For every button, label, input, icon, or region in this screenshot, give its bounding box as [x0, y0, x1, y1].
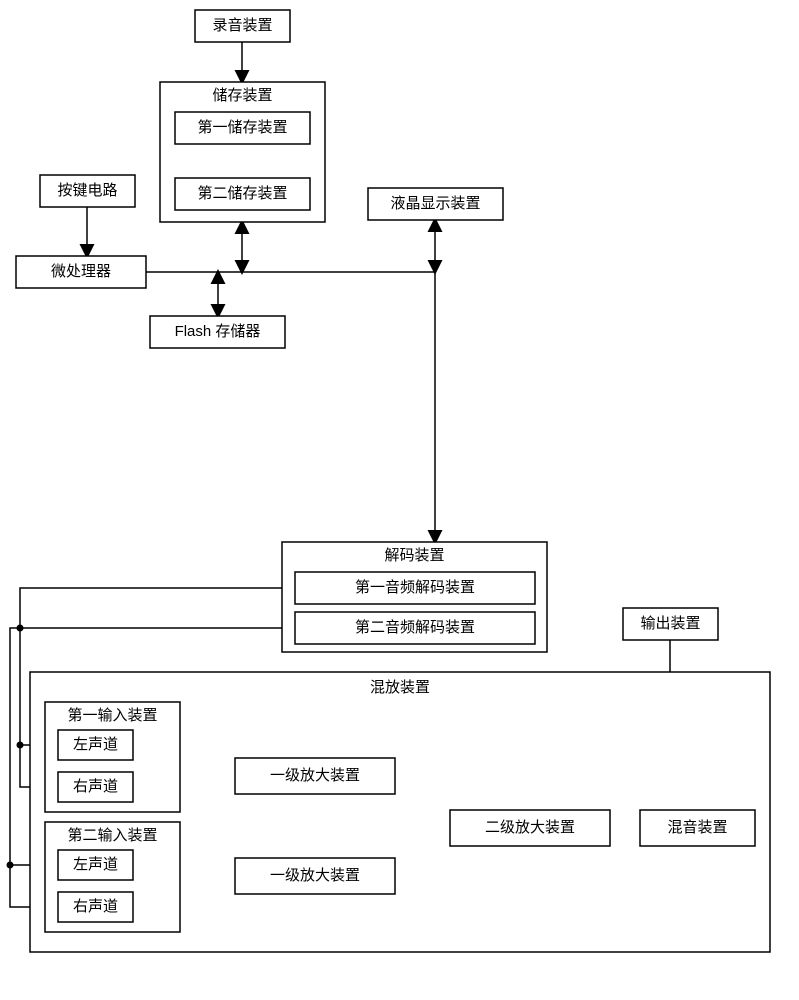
- label-decoder2: 第二音频解码装置: [355, 618, 475, 636]
- label-amp2: 二级放大装置: [485, 819, 575, 836]
- label-mixunit: 混音装置: [667, 819, 727, 836]
- label-input2_l: 左声道: [73, 855, 118, 873]
- label-lcd: 液晶显示装置: [390, 195, 480, 212]
- label-storage: 储存装置: [212, 87, 272, 104]
- label-input2_r: 右声道: [73, 897, 118, 915]
- label-output: 输出装置: [640, 615, 700, 632]
- label-amp1a: 一级放大装置: [270, 767, 360, 784]
- label-mcu: 微处理器: [51, 263, 111, 280]
- label-input1: 第一输入装置: [67, 706, 157, 724]
- junction-dot: [7, 862, 14, 869]
- junction-dot: [17, 742, 24, 749]
- junction-dot: [17, 625, 24, 632]
- label-storage1: 第一储存装置: [197, 118, 287, 136]
- label-mixer_outer: 混放装置: [370, 679, 430, 696]
- label-keypad: 按键电路: [57, 182, 117, 199]
- label-amp1b: 一级放大装置: [270, 867, 360, 884]
- label-recorder: 录音装置: [212, 17, 272, 34]
- label-decoder: 解码装置: [384, 547, 444, 564]
- label-flash: Flash 存储器: [175, 323, 261, 340]
- label-input2: 第二输入装置: [67, 826, 157, 844]
- label-storage2: 第二储存装置: [197, 184, 287, 202]
- label-input1_r: 右声道: [73, 777, 118, 795]
- label-input1_l: 左声道: [73, 735, 118, 753]
- label-decoder1: 第一音频解码装置: [355, 578, 475, 596]
